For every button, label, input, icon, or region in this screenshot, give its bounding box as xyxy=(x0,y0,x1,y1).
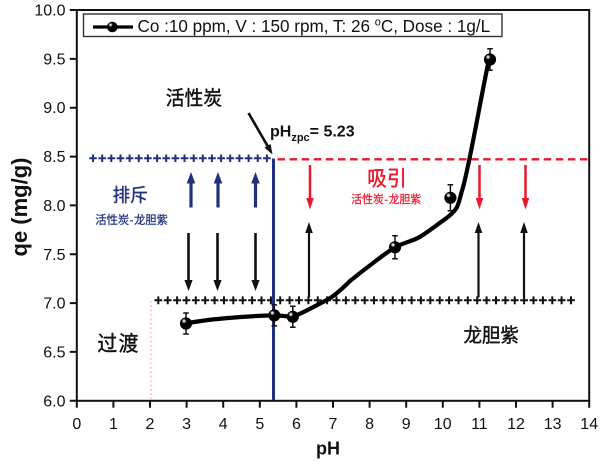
svg-text:Co :10 ppm, V : 150 rpm, T: 26: Co :10 ppm, V : 150 rpm, T: 26 oC, Dose … xyxy=(138,17,491,37)
svg-text:pH: pH xyxy=(316,439,340,459)
svg-text:4: 4 xyxy=(219,416,228,433)
svg-text:3: 3 xyxy=(182,416,191,433)
svg-text:0: 0 xyxy=(72,416,81,433)
svg-text:6: 6 xyxy=(292,416,301,433)
svg-text:2: 2 xyxy=(146,416,155,433)
svg-text:8: 8 xyxy=(365,416,374,433)
svg-text:10.0: 10.0 xyxy=(34,3,65,20)
svg-text:5: 5 xyxy=(255,416,264,433)
svg-text:9.0: 9.0 xyxy=(43,100,65,117)
svg-text:8.5: 8.5 xyxy=(43,149,65,166)
svg-text:7: 7 xyxy=(329,416,338,433)
svg-text:7.5: 7.5 xyxy=(43,247,65,264)
svg-text:14: 14 xyxy=(580,416,598,433)
svg-text:8.0: 8.0 xyxy=(43,198,65,215)
svg-text:6.0: 6.0 xyxy=(43,393,65,410)
svg-text:13: 13 xyxy=(544,416,562,433)
svg-text:1: 1 xyxy=(109,416,118,433)
svg-text:6.5: 6.5 xyxy=(43,344,65,361)
svg-text:pHzpc= 5.23: pHzpc= 5.23 xyxy=(270,124,355,145)
svg-text:qe (mg/g): qe (mg/g) xyxy=(7,158,32,257)
svg-text:7.0: 7.0 xyxy=(43,296,65,313)
svg-text:10: 10 xyxy=(434,416,452,433)
svg-text:9: 9 xyxy=(402,416,411,433)
svg-text:9.5: 9.5 xyxy=(43,51,65,68)
svg-text:11: 11 xyxy=(471,416,488,433)
svg-text:12: 12 xyxy=(507,416,525,433)
